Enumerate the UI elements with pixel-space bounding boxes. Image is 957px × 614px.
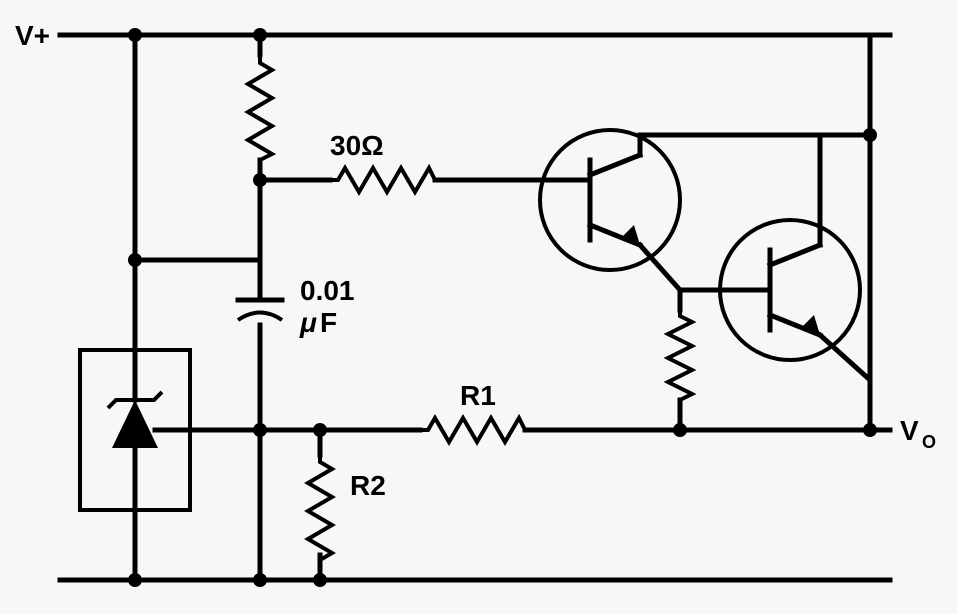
resistor-30ohm-icon: [330, 168, 435, 192]
capacitor-icon: [238, 300, 282, 320]
label-vo-o: O: [922, 432, 936, 452]
circuit-schematic: V+ 30Ω 0.01 μ F R1 R2 V O: [0, 0, 957, 614]
zener-ref-icon: [80, 350, 190, 510]
transistor-q2-icon: [720, 220, 860, 360]
label-cap-mu: μ: [299, 307, 317, 338]
resistor-top-icon: [248, 55, 272, 160]
wire-q1c-bus: [640, 135, 870, 155]
transistor-q1-icon: [540, 130, 680, 270]
label-r2: R2: [350, 470, 386, 501]
resistor-mid-icon: [668, 310, 692, 400]
label-vo-v: V: [900, 415, 919, 446]
label-r1: R1: [460, 380, 496, 411]
resistor-r1-icon: [420, 418, 525, 442]
label-cap-val: 0.01: [300, 275, 355, 306]
junction-nodes: [128, 28, 877, 587]
label-30ohm: 30Ω: [330, 130, 384, 161]
resistor-r2-icon: [308, 455, 332, 560]
label-cap-f: F: [320, 307, 337, 338]
label-vplus: V+: [15, 20, 50, 51]
